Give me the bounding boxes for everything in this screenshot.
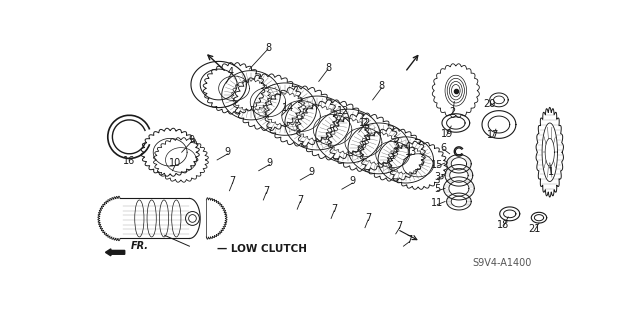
Text: S9V4-A1400: S9V4-A1400 xyxy=(473,258,532,268)
Text: 8: 8 xyxy=(325,63,331,72)
Text: 9: 9 xyxy=(308,167,314,177)
Text: 7: 7 xyxy=(297,195,303,205)
Text: 16: 16 xyxy=(124,157,136,167)
Text: 21: 21 xyxy=(528,224,541,234)
Text: 3: 3 xyxy=(435,172,440,182)
FancyArrow shape xyxy=(106,249,125,256)
Text: 2: 2 xyxy=(450,107,456,117)
Text: 11: 11 xyxy=(431,198,444,208)
Text: 8: 8 xyxy=(265,42,271,53)
Text: 14: 14 xyxy=(282,103,294,113)
Text: 17: 17 xyxy=(486,130,499,140)
Text: 7: 7 xyxy=(406,235,413,245)
Text: 7: 7 xyxy=(229,176,236,187)
Text: 5: 5 xyxy=(434,184,440,194)
Text: 1: 1 xyxy=(548,167,554,177)
Text: 7: 7 xyxy=(397,221,403,231)
Text: 7: 7 xyxy=(331,204,337,214)
Text: FR.: FR. xyxy=(131,241,149,251)
Text: 19: 19 xyxy=(440,129,452,139)
Text: 7: 7 xyxy=(263,186,269,196)
Text: — LOW CLUTCH: — LOW CLUTCH xyxy=(217,244,307,254)
Text: 8: 8 xyxy=(379,81,385,91)
Text: 9: 9 xyxy=(266,158,273,168)
Text: 9: 9 xyxy=(189,135,195,145)
Text: 7: 7 xyxy=(365,213,371,224)
Text: 9: 9 xyxy=(349,176,356,187)
Text: 12: 12 xyxy=(359,118,371,128)
Text: 15: 15 xyxy=(431,160,444,170)
Text: 10: 10 xyxy=(170,158,182,168)
Text: 12: 12 xyxy=(337,107,349,116)
Text: 13: 13 xyxy=(405,147,417,157)
Text: 4: 4 xyxy=(228,67,234,77)
Text: 20: 20 xyxy=(483,100,496,109)
Text: 6: 6 xyxy=(440,143,447,152)
Text: 18: 18 xyxy=(497,219,509,230)
Text: 9: 9 xyxy=(225,147,231,157)
